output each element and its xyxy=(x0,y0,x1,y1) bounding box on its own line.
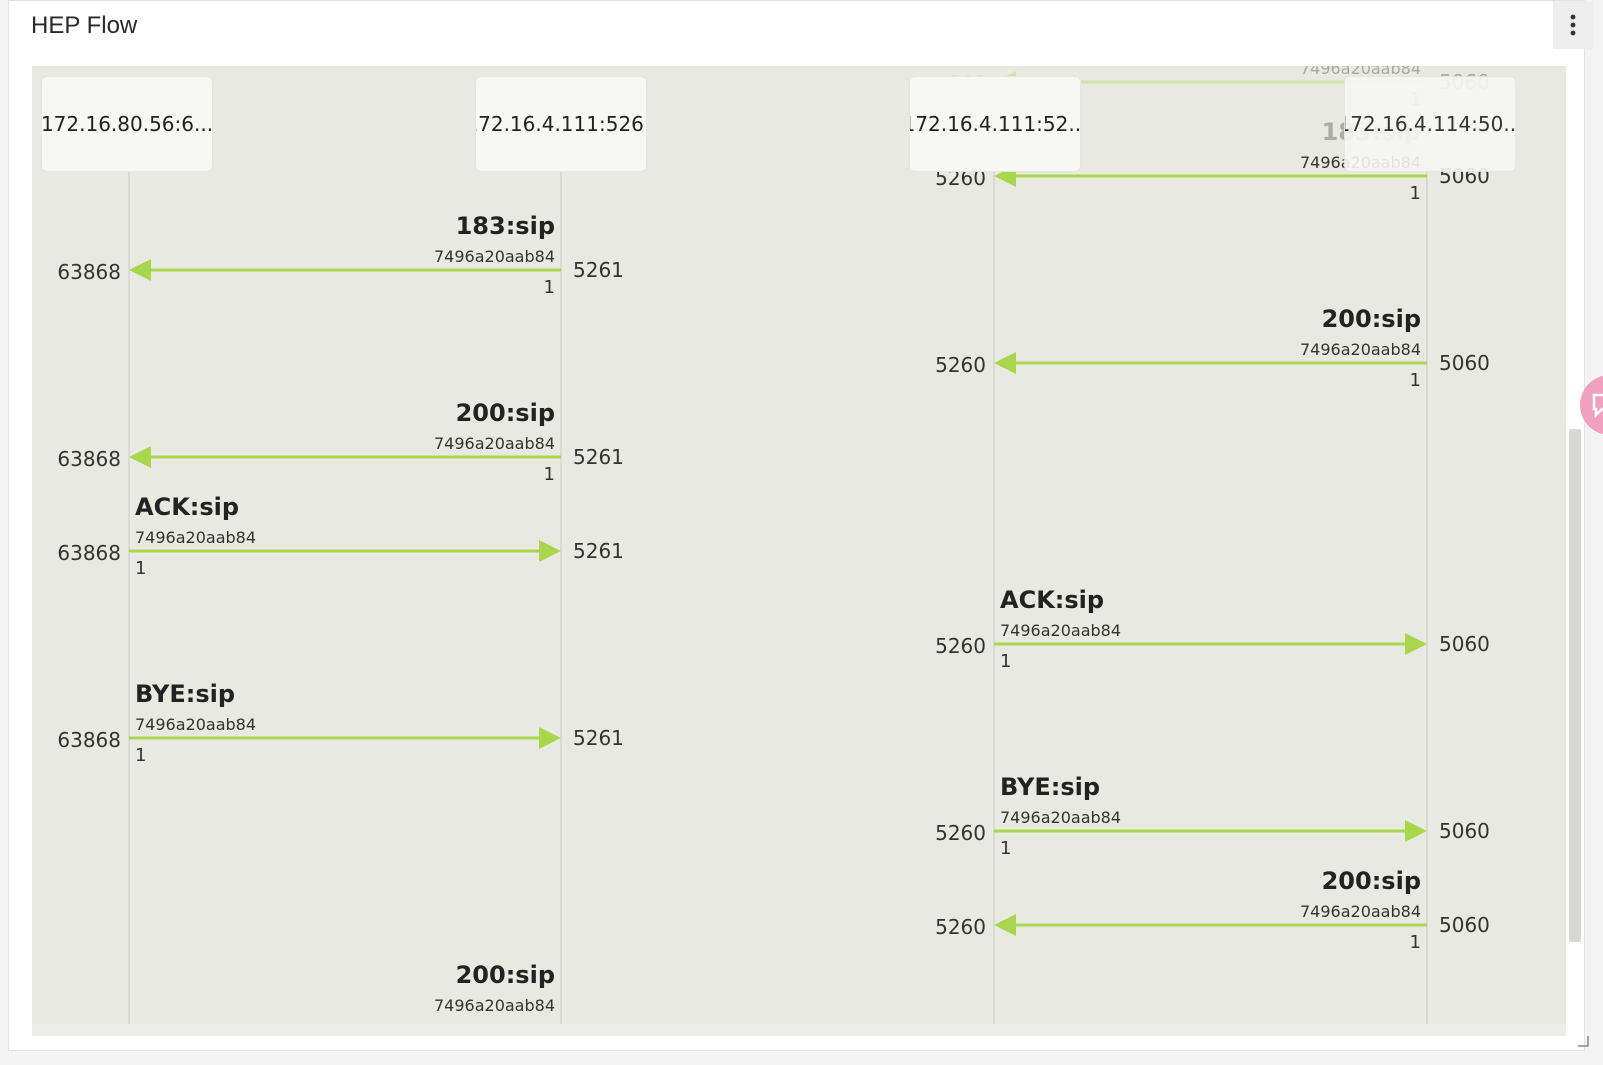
message-callid: 7496a20aab84 xyxy=(135,528,256,547)
message-method: BYE:sip xyxy=(135,680,235,708)
message-count: 1 xyxy=(1000,838,1011,859)
flow-message[interactable]: BYE:sip 7496a20aab84 1 5260 5060 xyxy=(935,773,1490,859)
port-label: 5060 xyxy=(1439,351,1490,375)
message-method: ACK:sip xyxy=(1000,586,1104,614)
flow-svg: 7496a20aab84 1 5260 5060 183:sip 7496a20aab84… xyxy=(57,66,1490,1024)
port-label: 5260 xyxy=(935,353,986,377)
panel-menu-button[interactable] xyxy=(1553,1,1593,49)
vertical-scrollbar[interactable] xyxy=(1569,429,1581,942)
flow-message[interactable]: 183:sip 7496a20aab84 1 63868 5261 xyxy=(57,212,624,298)
message-callid: 7496a20aab84 xyxy=(1300,66,1421,78)
arrow-head-icon xyxy=(539,540,561,562)
port-label: 63868 xyxy=(57,728,121,752)
host-header[interactable]: 172.16.4.111:52... xyxy=(909,76,1081,172)
flow-message[interactable]: 200:sip 7496a20aab84 1 63868 5261 xyxy=(57,399,624,485)
arrow-head-icon xyxy=(994,914,1016,936)
message-method: 200:sip xyxy=(1322,305,1421,333)
message-count: 1 xyxy=(544,464,555,485)
host-header[interactable]: 172.16.4.114:50... xyxy=(1344,76,1516,172)
flow-message[interactable]: 200:sip 7496a20aab84 1 5260 5060 xyxy=(935,305,1490,391)
port-label: 5260 xyxy=(935,634,986,658)
message-count: 1 xyxy=(1000,651,1011,672)
message-count: 1 xyxy=(544,277,555,298)
port-label: 5261 xyxy=(573,445,624,469)
resize-corner-icon[interactable] xyxy=(1576,1034,1590,1048)
message-method: 200:sip xyxy=(1322,867,1421,895)
port-label: 5261 xyxy=(573,258,624,282)
flow-message[interactable]: BYE:sip 7496a20aab84 1 63868 5261 xyxy=(57,680,624,766)
arrow-head-icon xyxy=(129,446,151,468)
message-callid: 7496a20aab84 xyxy=(434,996,555,1015)
port-label: 5261 xyxy=(573,726,624,750)
message-count: 1 xyxy=(1410,932,1421,953)
flow-message[interactable]: ACK:sip 7496a20aab84 1 5260 5060 xyxy=(935,586,1490,672)
message-callid: 7496a20aab84 xyxy=(434,247,555,266)
message-callid: 7496a20aab84 xyxy=(1300,902,1421,921)
message-count: 1 xyxy=(1410,370,1421,391)
message-callid: 7496a20aab84 xyxy=(135,715,256,734)
message-method: ACK:sip xyxy=(135,493,239,521)
flow-message[interactable]: ACK:sip 7496a20aab84 1 63868 5261 xyxy=(57,493,624,579)
message-method: 200:sip xyxy=(456,399,555,427)
arrow-head-icon xyxy=(129,259,151,281)
message-callid: 7496a20aab84 xyxy=(1300,340,1421,359)
port-label: 63868 xyxy=(57,541,121,565)
arrow-head-icon xyxy=(1405,820,1427,842)
floating-chat-button[interactable] xyxy=(1580,375,1603,435)
port-label: 63868 xyxy=(57,447,121,471)
panel-title: HEP Flow xyxy=(31,12,138,39)
flow-message[interactable]: 200:sip 7496a20aab84 xyxy=(434,961,555,1015)
message-count: 1 xyxy=(135,745,146,766)
message-callid: 7496a20aab84 xyxy=(434,434,555,453)
port-label: 5060 xyxy=(1439,819,1490,843)
arrow-head-icon xyxy=(539,727,561,749)
port-label: 5260 xyxy=(935,821,986,845)
arrow-head-icon xyxy=(994,352,1016,374)
port-label: 63868 xyxy=(57,260,121,284)
host-header[interactable]: 172.16.4.111:5261 xyxy=(475,76,647,172)
flow-diagram[interactable]: 7496a20aab84 1 5260 5060 183:sip 7496a20aab84… xyxy=(32,66,1566,1024)
message-method: 200:sip xyxy=(456,961,555,989)
message-count: 1 xyxy=(135,558,146,579)
message-callid: 7496a20aab84 xyxy=(1000,621,1121,640)
port-label: 5260 xyxy=(935,915,986,939)
host-header[interactable]: 172.16.80.56:6... xyxy=(41,76,213,172)
message-callid: 7496a20aab84 xyxy=(1000,808,1121,827)
message-method: BYE:sip xyxy=(1000,773,1100,801)
port-label: 5060 xyxy=(1439,632,1490,656)
arrow-head-icon xyxy=(1405,633,1427,655)
horizontal-scrollbar[interactable] xyxy=(32,1024,1566,1036)
message-method: 183:sip xyxy=(456,212,555,240)
port-label: 5060 xyxy=(1439,913,1490,937)
chat-bubble-icon xyxy=(1592,393,1603,419)
flow-message[interactable]: 200:sip 7496a20aab84 1 5260 5060 xyxy=(935,867,1490,953)
kebab-menu-icon xyxy=(1570,14,1576,36)
message-count: 1 xyxy=(1410,183,1421,204)
hep-flow-panel: HEP Flow 7496a20aab84 1 5260 5060 183:sip 749… xyxy=(8,0,1593,1051)
port-label: 5261 xyxy=(573,539,624,563)
